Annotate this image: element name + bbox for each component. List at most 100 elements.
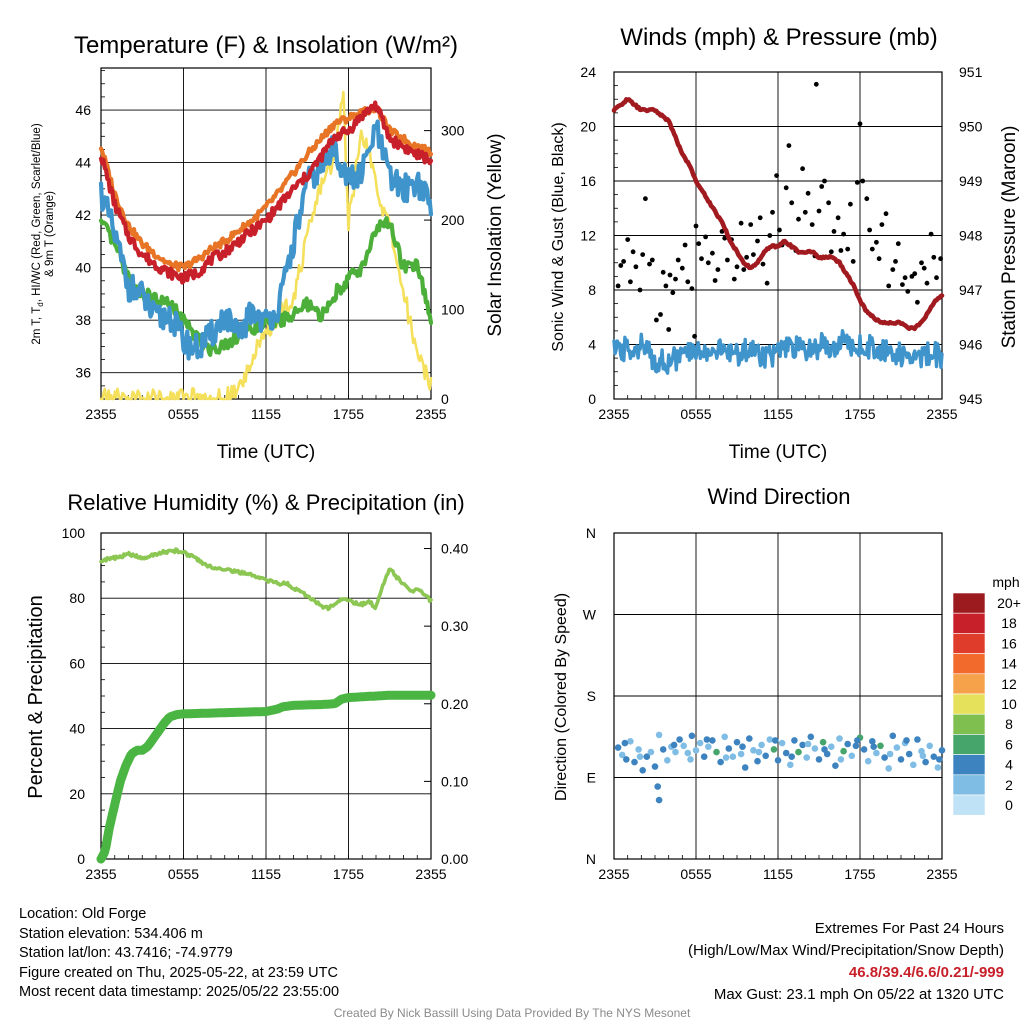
gust-point	[666, 327, 672, 332]
direction-point	[684, 749, 692, 757]
direction-point	[696, 739, 704, 747]
gust-point	[621, 259, 626, 264]
y-tick-label: 24	[580, 64, 596, 80]
direction-point	[754, 757, 761, 765]
direction-point	[746, 735, 753, 742]
gust-point	[819, 184, 825, 189]
gust-point	[802, 209, 808, 215]
y-tick-label: 40	[75, 260, 91, 276]
direction-point	[774, 757, 782, 764]
direction-point	[870, 743, 877, 750]
gust-point	[715, 267, 721, 272]
gust-point	[774, 173, 779, 179]
x-tick-label: 0555	[168, 866, 199, 882]
created-text: Figure created on Thu, 2025-05-22, at 23…	[19, 964, 338, 981]
gust-point	[874, 239, 879, 245]
direction-point	[722, 754, 730, 761]
y-axis-label: Sonic Wind & Gust (Blue, Black)	[550, 122, 567, 351]
direction-point	[897, 756, 905, 763]
y2-tick-label: 0.20	[441, 696, 468, 712]
y2-tick-label: 945	[959, 391, 983, 407]
direction-point	[618, 751, 626, 759]
direction-point	[680, 742, 687, 750]
gust-point	[673, 276, 678, 282]
gust-point	[654, 317, 659, 323]
direction-point	[654, 783, 661, 790]
gust-point	[921, 265, 927, 271]
direction-point	[762, 752, 769, 760]
legend-swatch	[952, 673, 986, 695]
direction-point	[881, 754, 888, 761]
gust-point	[809, 222, 815, 228]
gust-point	[886, 283, 892, 289]
gust-point	[712, 278, 718, 283]
direction-point	[651, 763, 659, 770]
legend-label: 4	[1005, 757, 1013, 773]
y-tick-label: E	[587, 770, 596, 786]
direction-point	[741, 764, 749, 771]
direction-point	[655, 731, 663, 739]
direction-point	[828, 743, 835, 750]
location-text: Location: Old Forge	[19, 906, 147, 922]
series-line	[98, 100, 434, 285]
gust-point	[633, 264, 639, 270]
gust-point	[864, 196, 870, 202]
gust-point	[731, 276, 737, 282]
legend-label: 0	[1005, 797, 1013, 813]
humidity-precipitation-panel: Relative Humidity (%) & Precipitation (i…	[25, 490, 468, 882]
x-tick-label: 2355	[926, 406, 957, 422]
gust-point	[883, 211, 889, 217]
gust-point	[699, 256, 704, 262]
gust-point	[848, 201, 853, 207]
y-axis-label: Direction (Colored By Speed)	[553, 593, 570, 801]
y-tick-label: W	[583, 607, 597, 623]
direction-point	[772, 737, 779, 744]
gust-point	[660, 269, 666, 275]
direction-point	[621, 739, 629, 747]
direction-point	[886, 750, 894, 758]
direction-point	[755, 748, 763, 756]
gust-point	[831, 229, 837, 234]
gust-point	[800, 166, 805, 172]
gust-point	[805, 190, 811, 196]
x-tick-label: 0555	[680, 406, 711, 422]
y-axis-label-line1: 2m T, T	[31, 307, 43, 345]
direction-point	[852, 742, 860, 750]
legend-label: 6	[1005, 736, 1013, 752]
y-tick-label: 38	[75, 312, 91, 328]
direction-point	[877, 742, 884, 750]
legend-swatch	[952, 693, 986, 715]
x-tick-label: 1755	[333, 406, 364, 422]
gust-point	[770, 209, 775, 215]
y-tick-label: 42	[75, 207, 91, 223]
gust-point	[783, 185, 789, 191]
y2-tick-label: 0.30	[441, 618, 468, 634]
x-tick-label: 2355	[598, 406, 629, 422]
gust-point	[692, 333, 697, 339]
direction-point	[766, 736, 774, 743]
gust-point	[618, 263, 624, 268]
x-tick-label: 1755	[844, 866, 875, 882]
x-tick-label: 2355	[415, 866, 446, 882]
gust-point	[738, 220, 744, 226]
direction-point	[840, 747, 847, 755]
direction-point	[703, 736, 711, 743]
direction-point	[936, 756, 943, 763]
gust-point	[835, 215, 841, 221]
direction-point	[799, 741, 806, 749]
y-tick-label: N	[586, 525, 596, 541]
y-axis-label-subscript: d	[36, 302, 45, 306]
legend-label: 12	[1001, 676, 1017, 692]
x-tick-label: 2355	[926, 866, 957, 882]
gust-point	[696, 241, 702, 247]
legend-swatch	[952, 774, 986, 796]
direction-point	[788, 753, 795, 760]
gust-point	[860, 178, 866, 184]
y-tick-label: 0	[588, 391, 596, 407]
direction-point	[737, 750, 745, 758]
y-tick-label: 40	[69, 721, 85, 737]
series-line	[99, 90, 433, 401]
y2-tick-label: 200	[441, 212, 465, 228]
direction-point	[926, 742, 933, 750]
